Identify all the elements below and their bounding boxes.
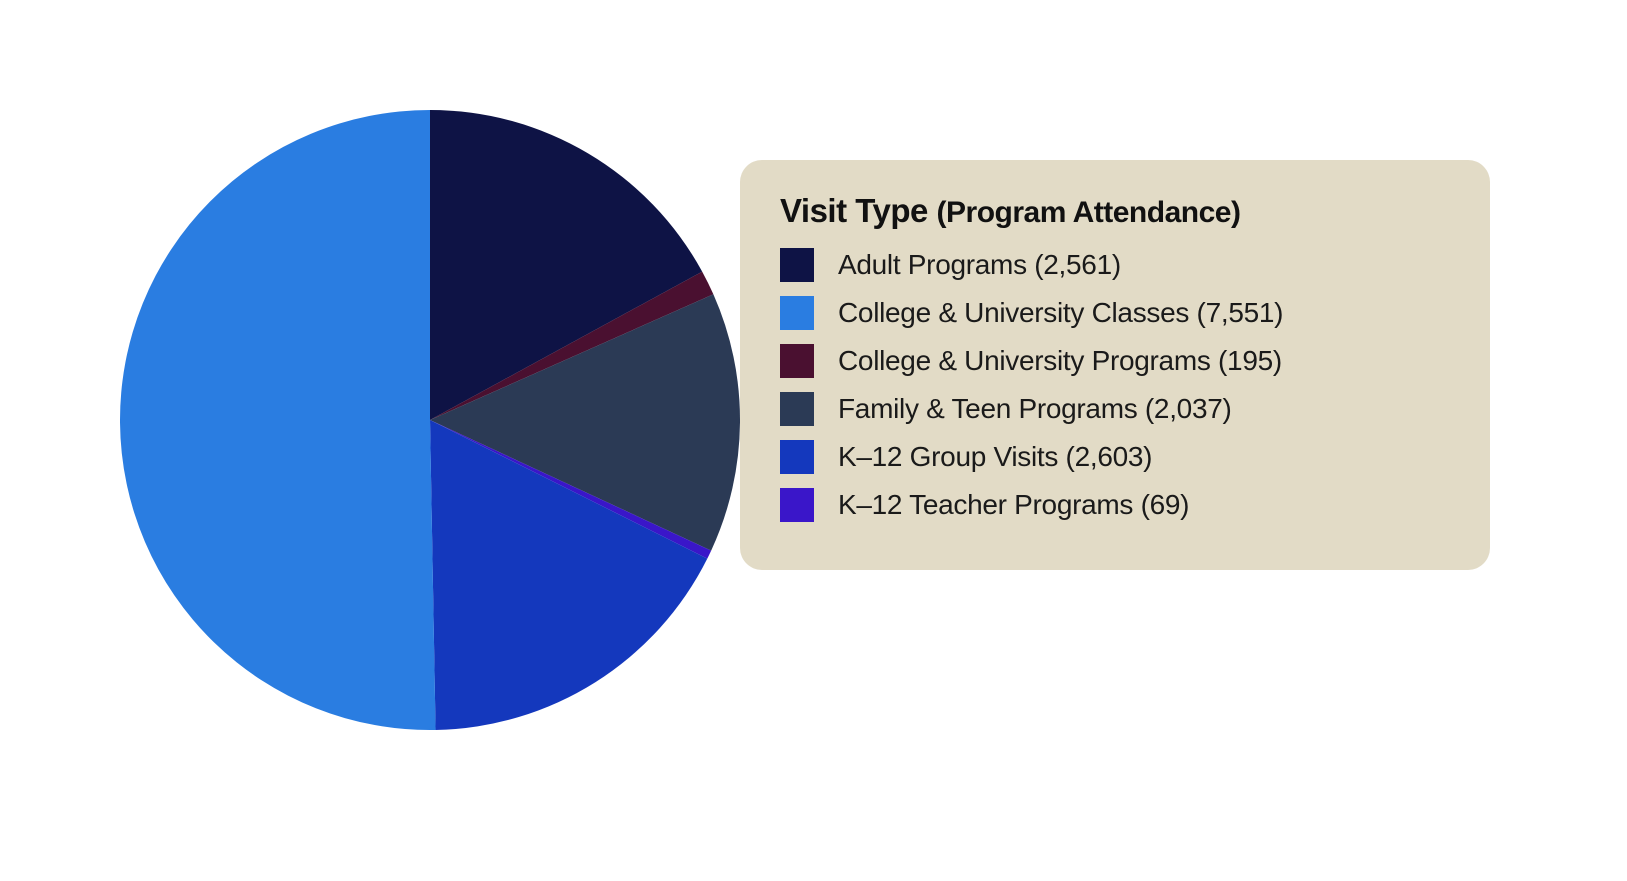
legend-label: Family & Teen Programs (2,037) bbox=[838, 393, 1232, 425]
legend-items: Adult Programs (2,561) College & Universi… bbox=[780, 248, 1450, 522]
legend-swatch bbox=[780, 296, 814, 330]
legend-swatch bbox=[780, 392, 814, 426]
pie-chart bbox=[120, 110, 740, 730]
legend-label: College & University Programs (195) bbox=[838, 345, 1282, 377]
legend-item: Adult Programs (2,561) bbox=[780, 248, 1450, 282]
legend-box: Visit Type (Program Attendance) Adult Pr… bbox=[740, 160, 1490, 570]
legend-swatch bbox=[780, 440, 814, 474]
legend-swatch bbox=[780, 248, 814, 282]
legend-label: Adult Programs (2,561) bbox=[838, 249, 1121, 281]
legend-label: College & University Classes (7,551) bbox=[838, 297, 1283, 329]
pie-svg bbox=[120, 110, 740, 730]
legend-item: K–12 Group Visits (2,603) bbox=[780, 440, 1450, 474]
pie-slice-college_classes bbox=[120, 110, 436, 730]
legend-item: College & University Programs (195) bbox=[780, 344, 1450, 378]
legend-swatch bbox=[780, 488, 814, 522]
legend-label: K–12 Teacher Programs (69) bbox=[838, 489, 1189, 521]
legend-item: K–12 Teacher Programs (69) bbox=[780, 488, 1450, 522]
legend-swatch bbox=[780, 344, 814, 378]
legend-title: Visit Type (Program Attendance) bbox=[780, 192, 1450, 230]
legend-title-sub: (Program Attendance) bbox=[937, 196, 1241, 229]
legend-item: College & University Classes (7,551) bbox=[780, 296, 1450, 330]
chart-container: Visit Type (Program Attendance) Adult Pr… bbox=[0, 0, 1627, 881]
legend-title-main: Visit Type bbox=[780, 192, 928, 229]
legend-item: Family & Teen Programs (2,037) bbox=[780, 392, 1450, 426]
legend-label: K–12 Group Visits (2,603) bbox=[838, 441, 1152, 473]
